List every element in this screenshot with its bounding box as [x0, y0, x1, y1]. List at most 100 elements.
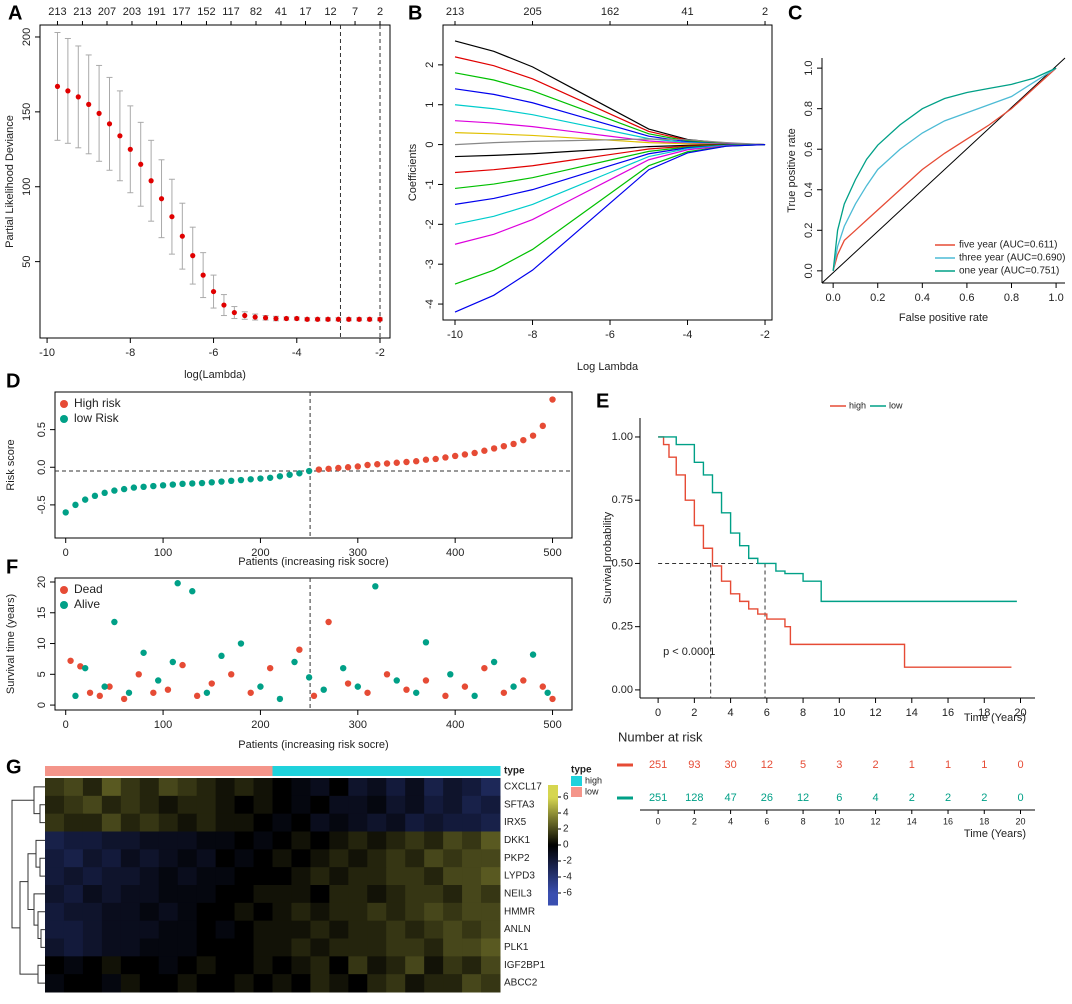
- heatmap-cell: [443, 938, 463, 957]
- y-axis-label: True positive rate: [786, 128, 798, 213]
- heatmap-cell: [348, 831, 368, 850]
- colorbar-step: [548, 853, 558, 856]
- y-tick-label: 150: [21, 103, 33, 121]
- heatmap-cell: [443, 831, 463, 850]
- risk-count: 2: [872, 759, 878, 771]
- point: [286, 471, 293, 478]
- heatmap-cell: [177, 867, 198, 886]
- top-tick-label: 162: [601, 6, 619, 18]
- point: [262, 315, 269, 321]
- point: [81, 664, 89, 672]
- point: [461, 451, 469, 458]
- colorbar-step: [548, 899, 558, 902]
- legend-label: one year (AUC=0.751): [959, 266, 1059, 277]
- y-tick-label: 0.0: [36, 460, 48, 475]
- heatmap-cell: [310, 974, 330, 993]
- colorbar-step: [548, 813, 558, 816]
- row-label: PLK1: [504, 942, 529, 953]
- legend-swatch: [571, 776, 582, 786]
- heatmap-cell: [253, 920, 273, 939]
- risk-count: 93: [688, 759, 700, 771]
- heatmap-cell: [120, 956, 141, 975]
- heatmap-cell: [367, 813, 387, 832]
- colorbar-step: [548, 851, 558, 854]
- heatmap-cell: [177, 920, 198, 939]
- row-label: ANLN: [504, 924, 531, 935]
- point: [383, 460, 391, 467]
- point: [447, 671, 454, 678]
- heatmap-cell: [310, 867, 330, 886]
- heatmap-cell: [424, 885, 444, 904]
- heatmap-cell: [405, 849, 425, 868]
- row-label: NEIL3: [504, 889, 532, 900]
- dendrogram-branch: [27, 853, 36, 911]
- heatmap-cell: [234, 795, 255, 815]
- heatmap-cell: [291, 885, 311, 904]
- heatmap-cell: [462, 956, 482, 975]
- point: [364, 461, 371, 469]
- heatmap-cell: [63, 867, 84, 886]
- y-tick-label: 10: [36, 637, 48, 649]
- heatmap-cell: [329, 938, 349, 957]
- colorbar-step: [548, 855, 558, 858]
- x-tick-label: 0: [63, 547, 69, 559]
- risk-count: 251: [649, 792, 667, 804]
- heatmap-cell: [215, 795, 236, 815]
- point: [158, 196, 165, 202]
- annotation-cell: [158, 766, 179, 776]
- colorbar-step: [548, 877, 558, 880]
- x-tick-label: 500: [543, 547, 561, 559]
- heatmap-cell: [272, 956, 292, 975]
- point: [72, 692, 79, 700]
- heatmap-cell: [45, 778, 65, 797]
- heatmap-cell: [63, 938, 84, 957]
- heatmap-cell: [215, 885, 236, 904]
- risk-count: 128: [685, 792, 703, 804]
- heatmap-cell: [481, 920, 501, 939]
- y-axis-label: Coefficients: [407, 143, 419, 201]
- heatmap-cell: [177, 938, 198, 957]
- risk-x-tick-label: 12: [871, 816, 881, 826]
- y-tick-label: 15: [36, 607, 48, 619]
- x-tick-label: 4: [728, 707, 734, 719]
- row-label: SFTA3: [504, 799, 535, 810]
- x-axis-label: log(Lambda): [184, 369, 246, 381]
- point: [231, 309, 237, 316]
- legend-label: three year (AUC=0.690): [959, 253, 1065, 264]
- colorbar-step: [548, 825, 558, 828]
- heatmap-cell: [158, 938, 179, 957]
- heatmap-cell: [367, 956, 387, 975]
- annotation-cell: [291, 766, 311, 776]
- y-tick-label: 1: [424, 102, 436, 108]
- heatmap-cell: [329, 956, 349, 975]
- point: [54, 83, 61, 90]
- heatmap-cell: [386, 974, 406, 993]
- heatmap-cell: [120, 938, 141, 957]
- point: [539, 683, 546, 690]
- heatmap-cell: [177, 831, 198, 850]
- legend-swatch: [60, 400, 68, 408]
- colorbar-step: [548, 785, 558, 788]
- annotation-cell: [234, 766, 255, 776]
- y-tick-label: 0.4: [803, 182, 815, 197]
- point: [335, 316, 341, 322]
- point: [283, 315, 289, 322]
- heatmap-cell: [253, 813, 273, 832]
- risk-count: 0: [1017, 792, 1023, 804]
- point: [67, 657, 74, 664]
- dendrogram-branch: [11, 799, 34, 929]
- x-tick-label: 400: [446, 547, 464, 559]
- heatmap-cell: [424, 974, 444, 993]
- colorbar-step: [548, 883, 558, 886]
- heatmap-cell: [215, 920, 236, 939]
- heatmap-cell: [443, 974, 463, 993]
- risk-x-tick-label: 4: [728, 816, 733, 826]
- x-tick-label: 0: [63, 719, 69, 731]
- heatmap-cell: [405, 938, 425, 957]
- heatmap-cell: [443, 956, 463, 975]
- row-label: DKK1: [504, 835, 531, 846]
- risk-count: 26: [761, 792, 773, 804]
- coefficient-line: [454, 143, 766, 190]
- heatmap-cell: [424, 902, 444, 922]
- heatmap-cell: [196, 849, 217, 868]
